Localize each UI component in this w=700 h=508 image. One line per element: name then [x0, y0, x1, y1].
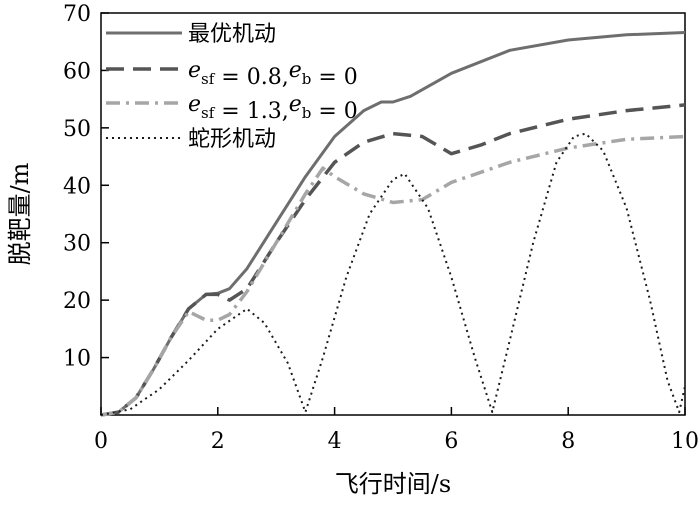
- x-tick-label: 4: [328, 429, 342, 454]
- legend-label-part: = 0.8,: [214, 65, 288, 90]
- ticks-layer: 0 2 4 6 8 10 10 20 30 40 50 60 70: [63, 2, 699, 454]
- y-tick-label: 30: [63, 232, 91, 257]
- x-tick-label: 0: [94, 429, 108, 454]
- series-line-3: [100, 134, 686, 417]
- x-tick-label: 8: [561, 429, 575, 454]
- y-axis-title: 脱靶量/m: [6, 162, 34, 265]
- legend-label-part: e: [289, 92, 302, 117]
- series-line-4: [100, 132, 686, 416]
- legend-label-4: 蛇形机动: [188, 127, 276, 152]
- legend-label-part: sf: [201, 70, 216, 88]
- legend-label-part: sf: [201, 104, 216, 122]
- legend-label-2: esf = 0.8,eb = 0: [188, 58, 358, 90]
- legend-label-1: 最优机动: [188, 22, 276, 47]
- y-tick-label: 70: [63, 2, 91, 27]
- y-tick-label: 60: [63, 59, 91, 84]
- legend-label-part: = 0: [311, 65, 357, 90]
- legend-label-part: = 0: [311, 99, 357, 124]
- x-tick-label: 6: [444, 429, 458, 454]
- legend-label-part: b: [302, 104, 312, 122]
- x-tick-label: 10: [671, 429, 699, 454]
- legend-label-part: = 1.3,: [214, 99, 288, 124]
- legend-label-part: e: [188, 58, 201, 83]
- series-layer: [100, 31, 686, 417]
- y-tick-label: 50: [63, 117, 91, 142]
- legend-label-part: e: [289, 58, 302, 83]
- series-line-1: [100, 31, 686, 417]
- x-axis-title: 飞行时间/s: [335, 470, 451, 498]
- y-tick-label: 20: [63, 289, 91, 314]
- legend-label-part: b: [302, 70, 312, 88]
- legend-label-3: esf = 1.3,eb = 0: [188, 92, 358, 124]
- x-tick-label: 2: [211, 429, 225, 454]
- legend-label-part: e: [188, 92, 201, 117]
- y-tick-label: 40: [63, 174, 91, 199]
- y-tick-label: 10: [63, 347, 91, 372]
- plot-area-frame: [100, 12, 686, 416]
